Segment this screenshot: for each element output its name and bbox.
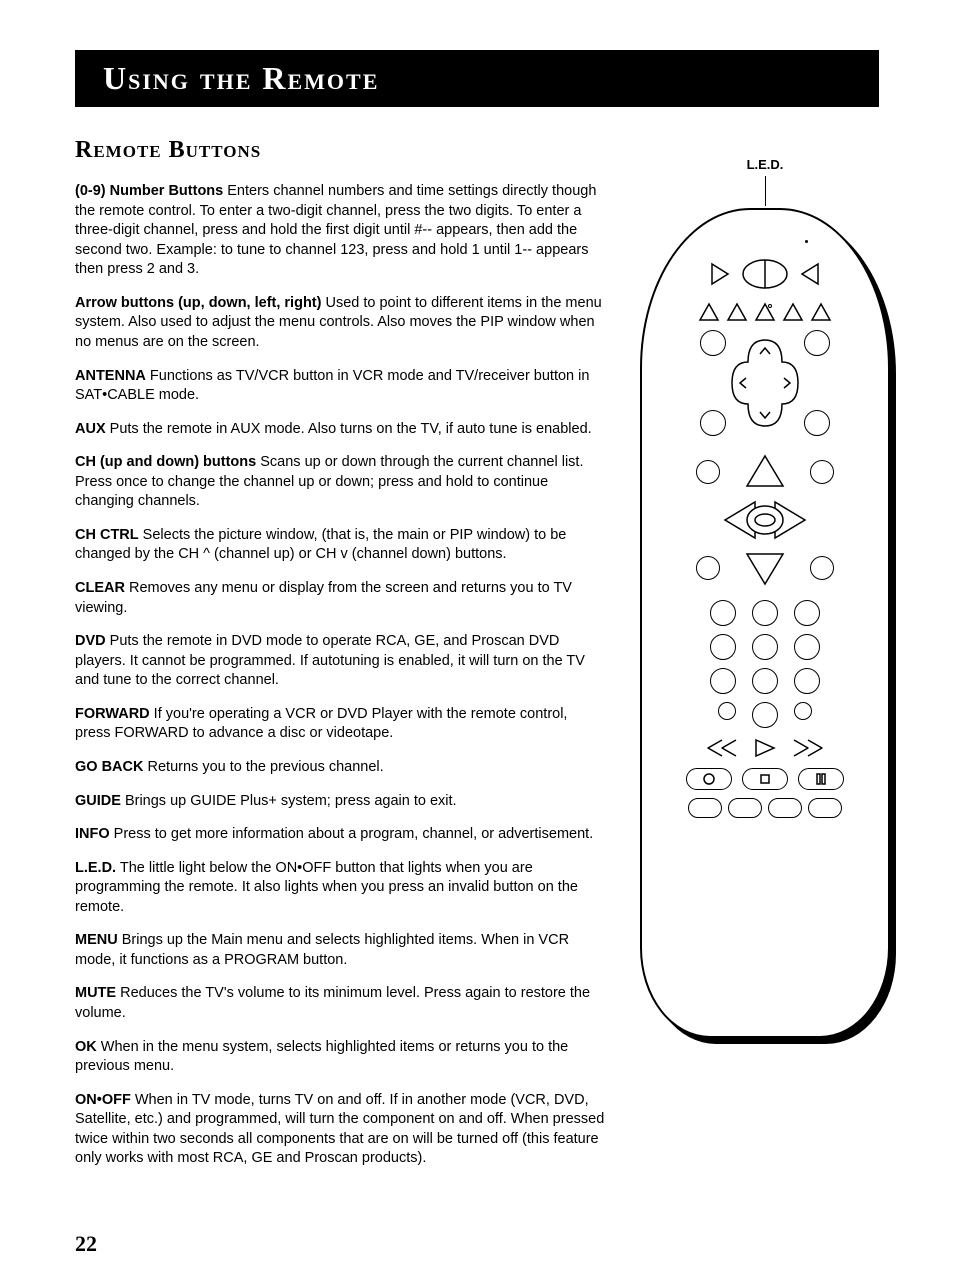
num-button [718, 702, 736, 720]
num-button [794, 634, 820, 660]
definition-entry: (0-9) Number Buttons Enters channel numb… [75, 182, 605, 280]
definition-term: CH (up and down) buttons [75, 454, 256, 470]
definition-entry: CLEAR Removes any menu or display from t… [75, 579, 605, 618]
aux-pill-button [808, 798, 842, 818]
mode-row [642, 302, 888, 322]
text-column: Remote Buttons (0-9) Number Buttons Ente… [75, 137, 605, 1183]
led-label: L.E.D. [635, 157, 895, 172]
definition-entry: Arrow buttons (up, down, left, right) Us… [75, 294, 605, 353]
num-button [752, 668, 778, 694]
num-button [710, 634, 736, 660]
content-area: Remote Buttons (0-9) Number Buttons Ente… [75, 137, 894, 1183]
definition-entry: GUIDE Brings up GUIDE Plus+ system; pres… [75, 792, 605, 812]
definition-term: Arrow buttons (up, down, left, right) [75, 295, 321, 311]
transport-row [642, 736, 888, 790]
num-button [710, 668, 736, 694]
definition-term: CH CTRL [75, 527, 139, 543]
definition-desc: When in TV mode, turns TV on and off. If… [75, 1092, 604, 1167]
num-button [794, 702, 812, 720]
definition-desc: Reduces the TV's volume to its minimum l… [75, 985, 590, 1021]
definition-desc: If you're operating a VCR or DVD Player … [75, 706, 567, 742]
definition-desc: Removes any menu or display from the scr… [75, 580, 572, 616]
section-heading: Remote Buttons [75, 137, 605, 164]
num-button [752, 600, 778, 626]
rewind-icon [704, 736, 740, 760]
definition-term: GUIDE [75, 793, 121, 809]
definition-entry: OK When in the menu system, selects high… [75, 1038, 605, 1077]
led-pointer-line [765, 176, 766, 206]
power-buttons-icon [690, 256, 840, 294]
record-button [686, 768, 732, 790]
definition-entry: CH (up and down) buttons Scans up or dow… [75, 453, 605, 512]
mode-tri-icon [810, 302, 832, 322]
definition-desc: Functions as TV/VCR button in VCR mode a… [75, 368, 589, 404]
definition-desc: Selects the picture window, (that is, th… [75, 527, 566, 563]
definition-term: AUX [75, 421, 106, 437]
definition-entry: AUX Puts the remote in AUX mode. Also tu… [75, 420, 605, 440]
nav-arrows-icon [715, 450, 815, 590]
led-dot-icon [805, 240, 808, 243]
remote-diagram [640, 208, 890, 1038]
num-button [794, 600, 820, 626]
definition-entry: DVD Puts the remote in DVD mode to opera… [75, 632, 605, 691]
num-button [752, 702, 778, 728]
diagram-column: L.E.D. [635, 137, 895, 1183]
title-bar: Using the Remote [75, 50, 879, 107]
definition-term: MUTE [75, 985, 116, 1001]
definition-term: (0-9) Number Buttons [75, 183, 223, 199]
remote-body [640, 208, 890, 1038]
play-icon [750, 736, 780, 760]
definition-entry: FORWARD If you're operating a VCR or DVD… [75, 705, 605, 744]
definition-entry: ON•OFF When in TV mode, turns TV on and … [75, 1091, 605, 1169]
definition-desc: Brings up the Main menu and selects high… [75, 932, 569, 968]
definition-term: FORWARD [75, 706, 150, 722]
definition-term: GO BACK [75, 759, 143, 775]
aux-pill-button [728, 798, 762, 818]
definition-entry: CH CTRL Selects the picture window, (tha… [75, 526, 605, 565]
bottom-pill-row [642, 798, 888, 818]
entries-list: (0-9) Number Buttons Enters channel numb… [75, 182, 605, 1169]
definition-desc: Brings up GUIDE Plus+ system; press agai… [121, 793, 457, 809]
definition-term: MENU [75, 932, 118, 948]
page-title: Using the Remote [103, 60, 859, 97]
power-row [642, 256, 888, 296]
fforward-icon [790, 736, 826, 760]
definition-term: CLEAR [75, 580, 125, 596]
number-pad [642, 600, 888, 728]
num-button [752, 634, 778, 660]
definition-term: L.E.D. [75, 860, 116, 876]
definition-entry: MENU Brings up the Main menu and selects… [75, 931, 605, 970]
mode-tri-icon [726, 302, 748, 322]
definition-term: ANTENNA [75, 368, 146, 384]
stop-button [742, 768, 788, 790]
mode-tri-icon [698, 302, 720, 322]
num-button [710, 600, 736, 626]
definition-desc: Returns you to the previous channel. [143, 759, 383, 775]
definition-entry: MUTE Reduces the TV's volume to its mini… [75, 984, 605, 1023]
mode-tri-icon [754, 302, 776, 322]
definition-desc: When in the menu system, selects highlig… [75, 1039, 568, 1075]
definition-term: ON•OFF [75, 1092, 131, 1108]
definition-desc: Puts the remote in DVD mode to operate R… [75, 633, 585, 688]
definition-entry: ANTENNA Functions as TV/VCR button in VC… [75, 367, 605, 406]
definition-term: INFO [75, 826, 110, 842]
aux-pill-button [688, 798, 722, 818]
definition-term: OK [75, 1039, 97, 1055]
mode-tri-icon [782, 302, 804, 322]
definition-desc: Press to get more information about a pr… [110, 826, 594, 842]
definition-desc: Puts the remote in AUX mode. Also turns … [106, 421, 592, 437]
pause-button [798, 768, 844, 790]
definition-entry: GO BACK Returns you to the previous chan… [75, 758, 605, 778]
dpad-cluster [700, 330, 830, 436]
definition-term: DVD [75, 633, 106, 649]
nav-cluster [690, 450, 840, 590]
definition-entry: L.E.D. The little light below the ON•OFF… [75, 859, 605, 918]
dpad-cross-icon [700, 330, 830, 436]
definition-entry: INFO Press to get more information about… [75, 825, 605, 845]
aux-pill-button [768, 798, 802, 818]
definition-desc: The little light below the ON•OFF button… [75, 860, 578, 915]
num-button [794, 668, 820, 694]
